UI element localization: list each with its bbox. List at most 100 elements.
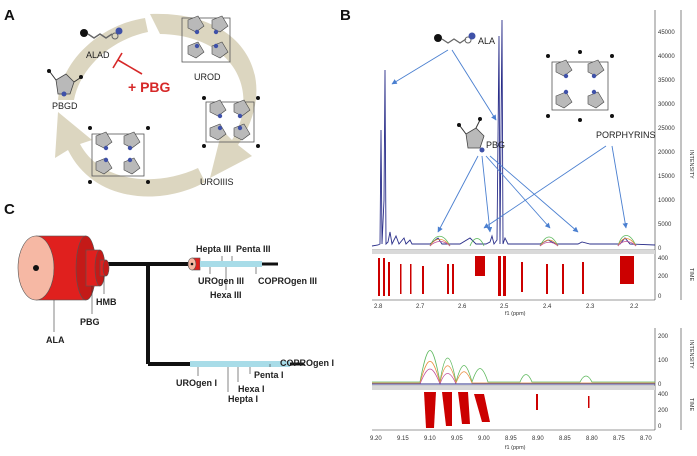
top-time-label: TIME bbox=[688, 268, 694, 281]
label-hexa-iii: Hexa III bbox=[210, 290, 242, 300]
label-ala: ALA bbox=[46, 335, 65, 345]
top-time-tick: 400 bbox=[658, 256, 669, 262]
cycle-arrow bbox=[55, 13, 257, 197]
porphyrin-right bbox=[202, 96, 260, 148]
top-xlabel: f1 (ppm) bbox=[505, 311, 526, 317]
top-time-tick: 0 bbox=[658, 294, 662, 300]
ala-arrow-2 bbox=[451, 49, 497, 121]
top-xtick: 2.3 bbox=[586, 304, 595, 310]
porphyrin-uroporphyrinogen bbox=[181, 15, 231, 63]
bottom-spectrum: f1 (ppm) 9.20 9.15 9.10 9.05 9.00 8.95 8… bbox=[370, 328, 694, 451]
ala-cylinder bbox=[17, 235, 97, 301]
bottom-xtick: 8.85 bbox=[559, 436, 571, 442]
bottom-xtick: 9.20 bbox=[370, 436, 382, 442]
porphyrin-molecule-b bbox=[546, 50, 614, 122]
top-time-ticks: 400 200 0 bbox=[658, 256, 669, 300]
porphyrins-arrow-1 bbox=[483, 145, 607, 229]
bottom-xtick: 9.15 bbox=[397, 436, 409, 442]
porphyrin-bottom bbox=[88, 126, 150, 184]
ala-molecule-a bbox=[80, 27, 123, 40]
top-intensity-label: INTENSITY bbox=[688, 150, 694, 179]
bottom-xtick: 8.90 bbox=[532, 436, 544, 442]
label-hepta-i: Hepta I bbox=[228, 394, 258, 404]
bottom-ytick: 0 bbox=[658, 382, 662, 388]
bottom-time-label: TIME bbox=[688, 398, 694, 411]
porphyrins-arrow-2 bbox=[611, 145, 628, 229]
top-ytick: 45000 bbox=[658, 30, 675, 36]
iii-cylinder bbox=[187, 257, 201, 271]
pbg-molecule-b bbox=[457, 117, 485, 153]
bottom-time-tick: 400 bbox=[658, 392, 669, 398]
top-ytick: 40000 bbox=[658, 54, 675, 60]
label-penta-i: Penta I bbox=[254, 370, 284, 380]
enzyme-pbgd: PBGD bbox=[52, 101, 78, 111]
top-ytick: 35000 bbox=[658, 78, 675, 84]
top-y-ticks: 45000 40000 35000 30000 25000 20000 1500… bbox=[658, 30, 675, 252]
label-urogen-i: UROgen I bbox=[176, 378, 217, 388]
top-ytick: 20000 bbox=[658, 150, 675, 156]
bottom-xtick: 8.70 bbox=[640, 436, 652, 442]
bottom-xtick: 9.10 bbox=[424, 436, 436, 442]
ala-arrow-1 bbox=[391, 49, 449, 85]
i-bar bbox=[190, 361, 290, 392]
bottom-xlabel: f1 (ppm) bbox=[505, 445, 526, 451]
top-xtick: 2.6 bbox=[458, 304, 467, 310]
label-penta-iii: Penta III bbox=[236, 244, 271, 254]
pathway-pipes bbox=[106, 262, 304, 366]
bottom-time-ticks: 400 200 0 bbox=[658, 392, 669, 430]
top-xtick: 2.8 bbox=[374, 304, 383, 310]
panel-c-leaders bbox=[53, 276, 105, 332]
bottom-xtick: 8.95 bbox=[505, 436, 517, 442]
bottom-xtick: 9.00 bbox=[478, 436, 490, 442]
bottom-x-ticks: 9.20 9.15 9.10 9.05 9.00 8.95 8.90 8.85 … bbox=[370, 436, 652, 442]
bottom-xtick: 8.75 bbox=[613, 436, 625, 442]
enzyme-urod: UROD bbox=[194, 72, 221, 82]
ala-molecule-b bbox=[434, 32, 476, 44]
bottom-time-tick: 0 bbox=[658, 424, 662, 430]
bottom-time-tick: 200 bbox=[658, 408, 669, 414]
bottom-ytick: 200 bbox=[658, 334, 669, 340]
bottom-ytick: 100 bbox=[658, 358, 669, 364]
enzyme-uroiiis: UROIIIS bbox=[200, 177, 234, 187]
top-xtick: 2.7 bbox=[416, 304, 425, 310]
top-ytick: 5000 bbox=[658, 222, 672, 228]
top-xtick: 2.5 bbox=[500, 304, 509, 310]
top-xtick: 2.4 bbox=[543, 304, 552, 310]
top-ytick: 10000 bbox=[658, 198, 675, 204]
label-pbg: PBG bbox=[80, 317, 100, 327]
top-ytick: 25000 bbox=[658, 126, 675, 132]
pbg-molecule-a bbox=[47, 69, 83, 97]
top-ytick: 30000 bbox=[658, 102, 675, 108]
inhibitor-label: + PBG bbox=[128, 79, 171, 95]
bottom-y-ticks: 200 100 0 bbox=[658, 334, 669, 388]
top-spectrum: f1 (ppm) 2.8 2.7 2.6 2.5 2.4 2.3 2.2 450… bbox=[371, 10, 694, 317]
top-ytick: 15000 bbox=[658, 174, 675, 180]
enzyme-alad: ALAD bbox=[86, 50, 110, 60]
porphyrins-annotation: PORPHYRINS bbox=[596, 130, 656, 140]
pbg-arrow-3 bbox=[485, 155, 551, 229]
top-ytick: 0 bbox=[658, 246, 662, 252]
panel-label-c: C bbox=[4, 201, 15, 218]
ala-annotation: ALA bbox=[478, 36, 495, 46]
bottom-xtick: 8.80 bbox=[586, 436, 598, 442]
top-x-ticks: 2.8 2.7 2.6 2.5 2.4 2.3 2.2 bbox=[374, 304, 639, 310]
inhibition-mark bbox=[112, 52, 143, 75]
bottom-intensity-label: INTENSITY bbox=[688, 340, 694, 369]
panel-label-a: A bbox=[4, 7, 15, 24]
label-coprogen-iii: COPROgen III bbox=[258, 276, 317, 286]
label-hepta-iii: Hepta III bbox=[196, 244, 231, 254]
panel-label-b: B bbox=[340, 7, 351, 24]
bottom-xtick: 9.05 bbox=[451, 436, 463, 442]
pbg-annotation: PBG bbox=[486, 140, 505, 150]
label-urogen-iii: UROgen III bbox=[198, 276, 244, 286]
label-coprogen-i: COPROgen I bbox=[280, 358, 334, 368]
hmb-cylinder bbox=[99, 259, 110, 277]
label-hmb: HMB bbox=[96, 297, 117, 307]
label-hexa-i: Hexa I bbox=[238, 384, 265, 394]
iii-bar bbox=[200, 256, 262, 290]
pbg-arrow-1 bbox=[437, 155, 479, 233]
top-time-tick: 200 bbox=[658, 274, 669, 280]
top-xtick: 2.2 bbox=[630, 304, 639, 310]
pbg-arrow-2 bbox=[481, 155, 493, 233]
